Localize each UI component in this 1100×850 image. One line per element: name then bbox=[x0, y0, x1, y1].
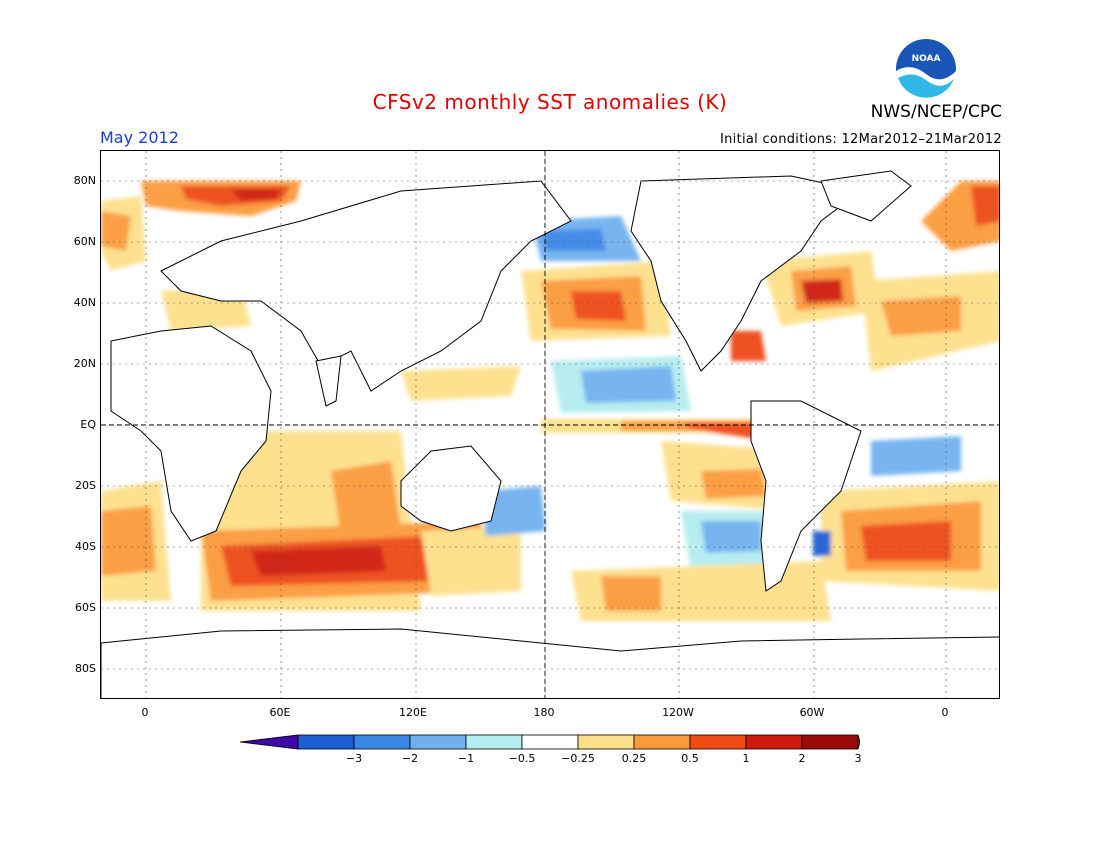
lat-label-20s: 20S bbox=[75, 479, 96, 492]
lat-label-eq: EQ bbox=[80, 418, 96, 431]
colorbar-swatch bbox=[409, 734, 467, 750]
colorbar-tick-label: −3 bbox=[345, 752, 363, 765]
colorbar-tick-label: −1 bbox=[457, 752, 475, 765]
colorbar-tick-label: −0.5 bbox=[508, 752, 536, 765]
map-frame bbox=[100, 150, 1000, 699]
agency-label: NWS/NCEP/CPC bbox=[870, 102, 1002, 122]
colorbar-swatch bbox=[689, 734, 747, 750]
lon-label-180: 180 bbox=[533, 706, 555, 719]
lon-label-0-west: 0 bbox=[141, 706, 149, 719]
initial-conditions: Initial conditions: 12Mar2012–21Mar2012 bbox=[719, 132, 1002, 147]
colorbar-swatch bbox=[297, 734, 355, 750]
coastlines bbox=[101, 170, 999, 698]
forecast-month: May 2012 bbox=[100, 128, 179, 147]
lat-label-40n: 40N bbox=[73, 296, 96, 309]
lon-label-60e: 60E bbox=[269, 706, 291, 719]
anomaly-shading bbox=[101, 181, 999, 621]
colorbar-swatch bbox=[633, 734, 691, 750]
colorbar-swatch bbox=[521, 734, 579, 750]
lat-label-40s: 40S bbox=[75, 540, 96, 553]
lon-label-0-east: 0 bbox=[941, 706, 949, 719]
lat-label-80s: 80S bbox=[75, 662, 96, 675]
colorbar-tick-label: 2 bbox=[798, 752, 806, 765]
colorbar-swatch bbox=[801, 734, 859, 750]
colorbar-swatch bbox=[353, 734, 411, 750]
grid-lines bbox=[101, 151, 999, 698]
colorbar-swatch-above bbox=[857, 734, 860, 750]
lon-label-60w: 60W bbox=[799, 706, 825, 719]
svg-text:NOAA: NOAA bbox=[912, 54, 941, 64]
lon-label-120e: 120E bbox=[399, 706, 427, 719]
noaa-logo: NOAA bbox=[896, 39, 956, 100]
colorbar bbox=[240, 734, 860, 750]
colorbar-swatch-below bbox=[240, 734, 299, 750]
lon-label-120w: 120W bbox=[662, 706, 694, 719]
colorbar-swatch bbox=[465, 734, 523, 750]
colorbar-tick-label: −2 bbox=[401, 752, 419, 765]
colorbar-swatch bbox=[577, 734, 635, 750]
lat-label-60n: 60N bbox=[73, 235, 96, 248]
chart-title: CFSv2 monthly SST anomalies (K) bbox=[372, 90, 728, 114]
colorbar-tick-label: 1 bbox=[742, 752, 750, 765]
colorbar-tick-label: 3 bbox=[854, 752, 862, 765]
colorbar-tick-label: 0.25 bbox=[621, 752, 647, 765]
colorbar-tick-label: −0.25 bbox=[561, 752, 595, 765]
colorbar-swatch bbox=[745, 734, 803, 750]
colorbar-tick-label: 0.5 bbox=[681, 752, 699, 765]
lat-label-60s: 60S bbox=[75, 601, 96, 614]
lat-label-80n: 80N bbox=[73, 174, 96, 187]
lat-label-20n: 20N bbox=[73, 357, 96, 370]
sst-anomaly-map bbox=[101, 151, 999, 698]
